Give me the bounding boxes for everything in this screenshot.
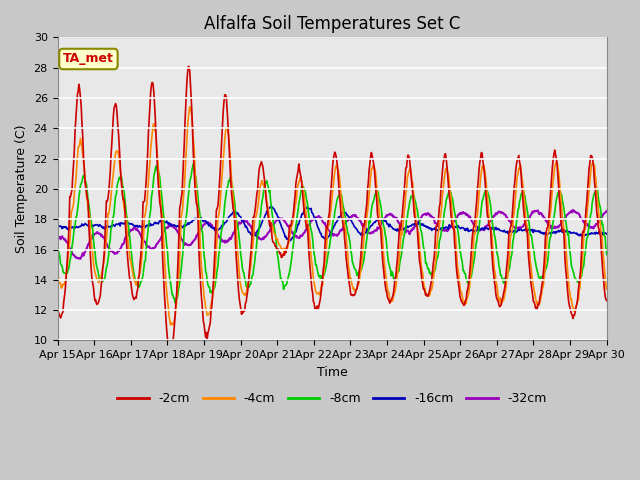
Legend: -2cm, -4cm, -8cm, -16cm, -32cm: -2cm, -4cm, -8cm, -16cm, -32cm <box>112 387 552 410</box>
Title: Alfalfa Soil Temperatures Set C: Alfalfa Soil Temperatures Set C <box>204 15 460 33</box>
X-axis label: Time: Time <box>317 366 348 379</box>
Y-axis label: Soil Temperature (C): Soil Temperature (C) <box>15 125 28 253</box>
Text: TA_met: TA_met <box>63 52 114 65</box>
